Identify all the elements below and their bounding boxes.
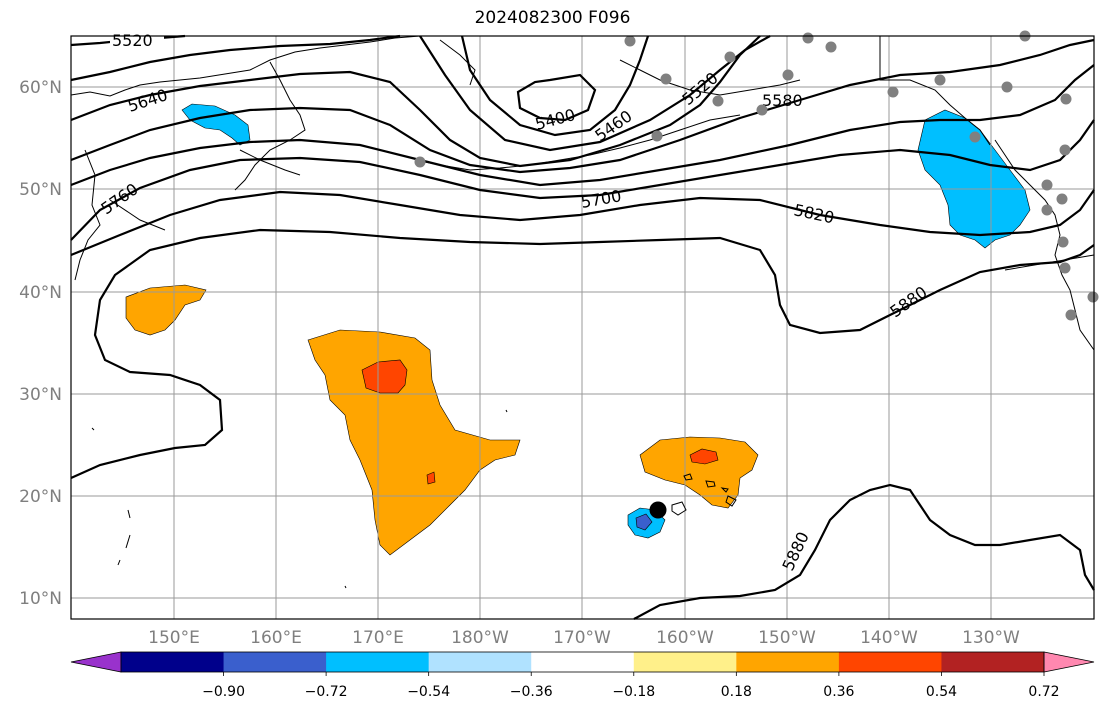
station-marker bbox=[1041, 179, 1053, 191]
contour-5520-east bbox=[419, 35, 771, 152]
station-marker bbox=[1059, 262, 1071, 274]
contour-label-bg bbox=[110, 30, 164, 48]
contour-5880-south bbox=[633, 483, 1095, 620]
lon-label-150w: 150°W bbox=[758, 628, 816, 648]
contour-5880-main bbox=[70, 228, 1095, 480]
map-title: 2024082300 F096 bbox=[474, 8, 631, 28]
longitude-labels: 150°E 160°E 170°E 180°W 170°W 160°W 150°… bbox=[148, 628, 1020, 648]
lon-label-130w: 130°W bbox=[962, 628, 1020, 648]
station-marker bbox=[1065, 309, 1077, 321]
colorbar-segment bbox=[736, 652, 840, 672]
station-marker bbox=[934, 74, 946, 86]
lon-label-160e: 160°E bbox=[250, 628, 302, 648]
station-marker bbox=[660, 73, 672, 85]
station-marker bbox=[1059, 144, 1071, 156]
contour-5760 bbox=[70, 119, 1095, 241]
colorbar-segment bbox=[223, 652, 327, 672]
graticule bbox=[71, 36, 1094, 619]
colorbar-segment bbox=[121, 652, 225, 672]
station-marker bbox=[414, 156, 426, 168]
lon-label-150e: 150°E bbox=[148, 628, 200, 648]
colorbar-segment bbox=[941, 652, 1045, 672]
contour-label-5520-west: 5520 bbox=[112, 31, 153, 50]
station-marker bbox=[1057, 236, 1069, 248]
station-marker bbox=[712, 95, 724, 107]
lat-label-60: 60°N bbox=[19, 78, 62, 98]
anomaly-fills bbox=[125, 103, 1031, 556]
station-marker bbox=[825, 41, 837, 53]
anomaly-blob-hawaii-peak bbox=[689, 448, 719, 465]
anomaly-blob-west-pacific bbox=[125, 284, 207, 336]
lon-label-180: 180°W bbox=[451, 628, 509, 648]
coast-hawaii-islands bbox=[671, 473, 737, 516]
lon-label-170w: 170°W bbox=[553, 628, 611, 648]
coast-small-islands bbox=[91, 409, 508, 589]
colorbar-extension-high bbox=[1043, 651, 1095, 673]
contour-5580-east bbox=[70, 38, 1095, 174]
colorbar-segment bbox=[633, 652, 737, 672]
latitude-labels: 60°N 50°N 40°N 30°N 20°N 10°N bbox=[19, 78, 62, 609]
colorbar-outline bbox=[120, 651, 1045, 673]
colorbar-tick-label: 0.54 bbox=[926, 684, 957, 700]
station-marker bbox=[1001, 81, 1013, 93]
colorbar-tick-label: −0.18 bbox=[612, 684, 655, 700]
station-marker bbox=[1060, 93, 1072, 105]
lon-label-160w: 160°W bbox=[656, 628, 714, 648]
lat-label-20: 20°N bbox=[19, 487, 62, 507]
colorbar-tick-label: 0.72 bbox=[1028, 684, 1059, 700]
contour-5580-west bbox=[70, 34, 401, 82]
station-marker bbox=[1056, 193, 1068, 205]
station-markers bbox=[414, 30, 1099, 321]
colorbar-tick-label: 0.18 bbox=[721, 684, 752, 700]
station-marker bbox=[1087, 291, 1099, 303]
station-marker bbox=[969, 131, 981, 143]
coast-north-america bbox=[994, 139, 1095, 351]
station-marker bbox=[624, 35, 636, 47]
lat-label-30: 30°N bbox=[19, 385, 62, 405]
station-marker bbox=[724, 51, 736, 63]
lat-label-50: 50°N bbox=[19, 180, 62, 200]
map-frame bbox=[70, 35, 1095, 620]
anomaly-blob-hawaii bbox=[639, 436, 759, 509]
colorbar-tick-label: −0.54 bbox=[407, 684, 450, 700]
contour-5640 bbox=[70, 35, 761, 168]
station-marker bbox=[651, 130, 663, 142]
colorbar-tick-label: 0.36 bbox=[823, 684, 854, 700]
anomaly-blob-central-pacific bbox=[307, 329, 521, 556]
colorbar-segment bbox=[326, 652, 430, 672]
anomaly-blob-small-peak bbox=[426, 471, 436, 485]
station-marker bbox=[782, 69, 794, 81]
lat-label-10: 10°N bbox=[19, 589, 62, 609]
contour-label-5580: 5580 bbox=[762, 91, 803, 110]
colorbar-tick-label: −0.36 bbox=[510, 684, 553, 700]
station-marker bbox=[802, 32, 814, 44]
station-marker bbox=[1041, 204, 1053, 216]
lon-label-170e: 170°E bbox=[352, 628, 404, 648]
contour-5820 bbox=[70, 189, 1095, 257]
coast-kamchatka bbox=[234, 61, 306, 191]
contour-5460 bbox=[460, 35, 650, 137]
contour-5400 bbox=[516, 73, 597, 122]
lat-label-40: 40°N bbox=[19, 283, 62, 303]
station-marker bbox=[756, 104, 768, 116]
station-marker bbox=[887, 86, 899, 98]
colorbar-tick-label: −0.72 bbox=[305, 684, 348, 700]
colorbar-segment bbox=[531, 652, 635, 672]
colorbar bbox=[70, 651, 1095, 673]
colorbar-segment bbox=[428, 652, 532, 672]
contour-5700 bbox=[70, 64, 1095, 187]
coast-asia bbox=[70, 35, 421, 97]
anomaly-blob-southwest-hawaii-core bbox=[635, 513, 653, 531]
lon-label-140w: 140°W bbox=[860, 628, 918, 648]
anomaly-blob-central-pacific-peak bbox=[361, 359, 408, 394]
colorbar-tick-label: −0.90 bbox=[202, 684, 245, 700]
colorbar-tick-labels: −0.90 −0.72 −0.54 −0.36 −0.18 0.18 0.36 0.54 0.7… bbox=[202, 672, 1060, 700]
height-contours bbox=[70, 34, 1095, 620]
colorbar-extension-low bbox=[70, 651, 122, 673]
center-marker bbox=[649, 501, 667, 519]
colorbar-segment bbox=[838, 652, 942, 672]
